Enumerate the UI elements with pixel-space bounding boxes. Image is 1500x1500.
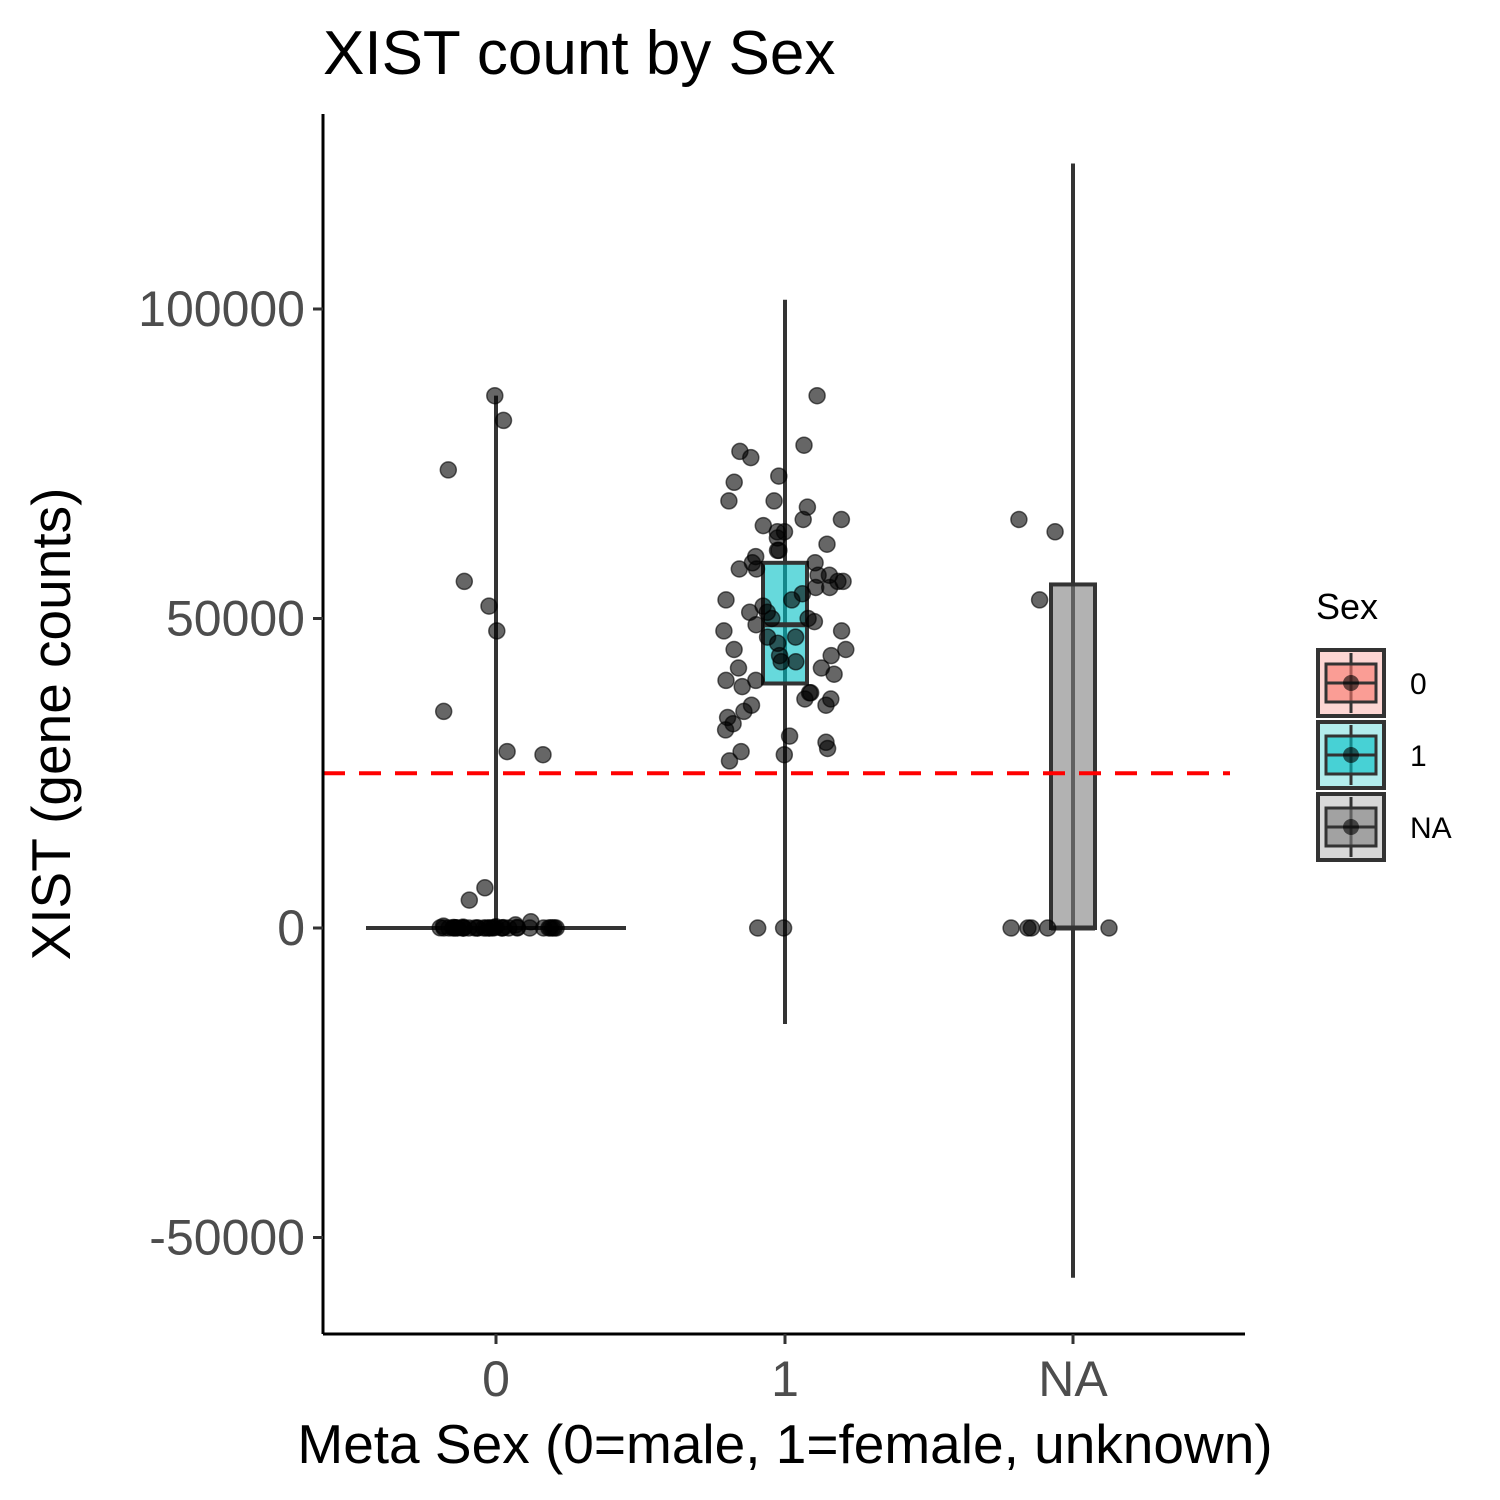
legend-key-point: [1343, 675, 1359, 691]
legend: Sex 0 1 NA: [1316, 586, 1452, 862]
data-point: [1030, 591, 1049, 609]
legend-title: Sex: [1316, 586, 1378, 627]
data-point: [717, 671, 735, 690]
data-point: [775, 745, 794, 764]
data-point: [1022, 919, 1041, 937]
data-point: [805, 612, 824, 631]
data-point: [534, 919, 553, 937]
data-point: [730, 560, 749, 578]
data-point: [763, 609, 781, 628]
data-point: [1038, 919, 1057, 937]
data-point: [725, 473, 743, 492]
data-point: [808, 386, 826, 405]
data-point: [439, 461, 458, 479]
data-point: [787, 653, 805, 671]
data-point: [747, 560, 766, 578]
x-tick-label: 0: [482, 1351, 510, 1407]
data-point: [747, 615, 765, 634]
data-point: [786, 628, 805, 646]
data-point: [1010, 510, 1028, 529]
y-tick-label: 50000: [166, 591, 305, 647]
data-point: [770, 467, 788, 485]
data-point: [742, 448, 760, 467]
data-point: [772, 653, 790, 671]
data-point: [480, 597, 498, 615]
data-point: [735, 702, 753, 721]
data-point: [720, 492, 738, 510]
data-point: [822, 646, 840, 665]
data-point: [817, 696, 835, 714]
data-point: [832, 510, 851, 529]
y-tick-label: 0: [277, 900, 305, 956]
chart-title: XIST count by Sex: [323, 19, 835, 88]
data-point: [774, 919, 793, 937]
data-point: [780, 727, 799, 745]
data-point: [818, 535, 836, 553]
data-point: [795, 436, 813, 454]
data-point: [725, 640, 743, 659]
data-point: [837, 640, 855, 659]
axis-ticks: -50000 0 50000 100000 0 1 NA: [138, 281, 1108, 1407]
legend-label: 1: [1410, 740, 1427, 773]
legend-key-point: [1343, 819, 1359, 835]
data-point: [733, 677, 751, 696]
x-tick-label: 1: [771, 1351, 799, 1407]
data-point: [460, 891, 479, 909]
data-point: [488, 622, 506, 640]
plot-area: [323, 163, 1230, 1278]
data-point: [717, 591, 735, 609]
data-point: [794, 510, 812, 529]
data-point: [716, 721, 735, 739]
data-point: [455, 572, 474, 591]
data-point: [434, 702, 453, 721]
box-body: [1049, 582, 1097, 931]
legend-key-point: [1343, 747, 1359, 763]
data-point: [729, 659, 748, 677]
y-tick-label: 100000: [138, 281, 305, 337]
x-tick-label: NA: [1038, 1351, 1108, 1407]
y-tick-label: -50000: [149, 1210, 305, 1266]
data-point: [435, 919, 453, 937]
data-point: [498, 742, 516, 761]
data-point: [825, 665, 843, 683]
data-point: [720, 752, 739, 770]
data-point: [1046, 523, 1064, 541]
data-point: [1002, 919, 1020, 937]
data-point: [534, 745, 552, 764]
y-axis-title: XIST (gene counts): [20, 488, 82, 961]
data-point: [732, 742, 750, 761]
data-point: [476, 879, 494, 897]
legend-label: NA: [1410, 812, 1452, 845]
data-point: [500, 919, 518, 937]
data-point: [748, 919, 767, 937]
legend-label: 0: [1410, 668, 1427, 701]
data-point: [783, 591, 801, 609]
data-point: [486, 386, 504, 405]
data-point: [818, 739, 837, 758]
data-point: [494, 411, 513, 430]
data-point: [715, 622, 733, 640]
data-point: [475, 919, 493, 937]
x-axis-title: Meta Sex (0=male, 1=female, unknown): [297, 1413, 1272, 1475]
data-point: [454, 919, 473, 937]
data-point: [832, 622, 851, 640]
data-point: [796, 690, 814, 708]
data-point: [768, 541, 787, 560]
data-point: [765, 492, 783, 510]
data-point: [1100, 919, 1118, 937]
